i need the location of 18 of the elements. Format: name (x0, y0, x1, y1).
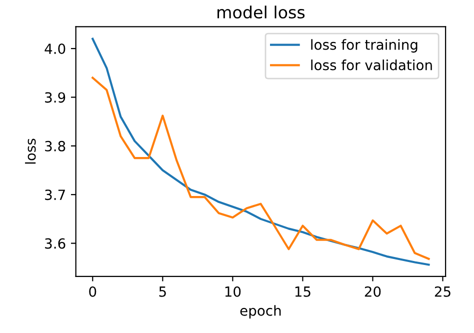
x-tick-label: 20 (364, 286, 381, 297)
line-series (92, 38, 430, 266)
chart-title: model loss (218, 6, 305, 19)
x-tick-label: 10 (225, 286, 241, 297)
x-tick-label: 25 (434, 286, 450, 297)
y-tick-label: 3.7 (45, 190, 65, 200)
y-tick-label: 4.0 (44, 44, 66, 54)
legend-label: loss for validation (311, 60, 432, 70)
y-axis-title: loss (25, 138, 36, 164)
legend-label: loss for training (311, 39, 418, 53)
y-tick-label: 3.9 (45, 92, 66, 103)
x-tick-label: 5 (159, 286, 166, 297)
x-tick-label: 0 (89, 286, 96, 297)
y-tick-label: 3.6 (45, 238, 66, 249)
y-tick-label: 3.8 (45, 140, 66, 152)
x-tick-label: 15 (295, 286, 310, 297)
line-series (92, 76, 430, 260)
x-axis-title: epoch (240, 305, 281, 319)
